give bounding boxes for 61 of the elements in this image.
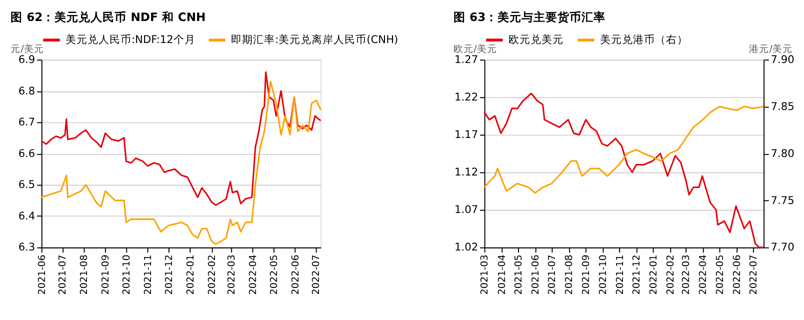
x-tick-label: 2021-08 [79,254,90,295]
x-tick-label: 2022-04 [698,254,710,295]
x-tick-label: 2021-10 [122,254,133,295]
legend-label: 美元兑人民币:NDF:12个月 [65,32,196,46]
y-tick-label: 1.07 [454,204,478,216]
y-tick-label: 6.9 [18,54,36,66]
y-tick-label: 1.02 [454,242,478,254]
x-tick-label: 2021-08 [564,254,576,295]
line-series [484,106,764,194]
x-tick-label: 2021-11 [143,254,154,295]
x-tick-label: 2022-05 [714,254,726,295]
y-tick-label: 6.4 [18,210,36,222]
y-axis-title: 元/美元 [10,42,44,55]
y2-tick-label: 7.85 [770,100,794,113]
x-tick-label: 2021-06 [36,254,48,295]
legend-label: 即期汇率:美元兑离岸人民币(CNH) [231,32,398,46]
x-tick-label: 2022-07 [748,254,760,295]
x-tick-label: 2021-07 [547,254,558,295]
y2-axis-title: 港元/美元 [749,42,792,55]
x-tick-label: 2021-10 [598,254,609,295]
y-axis-title: 欧元/美元 [454,42,497,55]
x-tick-label: 2022-06 [732,254,743,295]
x-tick-label: 2022-03 [681,254,692,295]
y2-tick-label: 7.75 [770,194,794,207]
y-tick-label: 1.22 [454,92,478,104]
y-tick-label: 6.5 [18,179,36,192]
legend-label: 欧元兑美元 [508,32,564,46]
y-tick-label: 1.17 [454,129,478,142]
x-tick-label: 2022-02 [206,254,218,295]
y2-tick-label: 7.90 [770,54,795,66]
line-series [40,80,322,245]
y-tick-label: 6.7 [18,116,36,129]
chart-title: 图 63：美元与主要货币汇率 [454,10,606,24]
x-tick-label: 2021-07 [58,254,69,295]
y-tick-label: 6.6 [18,148,36,160]
x-tick-label: 2021-09 [100,254,112,295]
x-tick-label: 2021-04 [496,254,508,295]
x-tick-label: 2021-03 [480,254,491,295]
y-tick-label: 1.27 [454,54,478,66]
y-tick-label: 1.12 [454,166,478,179]
x-tick-label: 2021-06 [530,254,542,295]
x-tick-label: 2022-05 [268,254,280,295]
x-tick-label: 2022-01 [648,254,660,295]
x-tick-label: 2022-03 [226,254,238,295]
x-tick-label: 2021-05 [513,254,524,295]
x-tick-label: 2021-12 [164,254,175,295]
y-tick-label: 6.3 [18,242,36,254]
x-tick-label: 2021-09 [581,254,592,295]
y2-tick-label: 7.80 [770,148,795,160]
y2-tick-label: 7.70 [770,242,795,254]
x-tick-label: 2022-04 [248,254,259,295]
x-tick-label: 2021-11 [614,254,626,295]
x-tick-label: 2022-01 [185,254,196,295]
x-tick-label: 2022-02 [666,254,677,295]
x-tick-label: 2022-06 [290,254,302,295]
x-tick-label: 2022-07 [311,254,322,295]
x-tick-label: 2021-12 [631,254,642,295]
chart-title: 图 62：美元兑人民币 NDF 和 CNH [10,10,206,24]
line-series [40,71,322,206]
legend-label: 美元兑港币（右） [600,32,688,46]
y-tick-label: 6.8 [18,85,36,98]
